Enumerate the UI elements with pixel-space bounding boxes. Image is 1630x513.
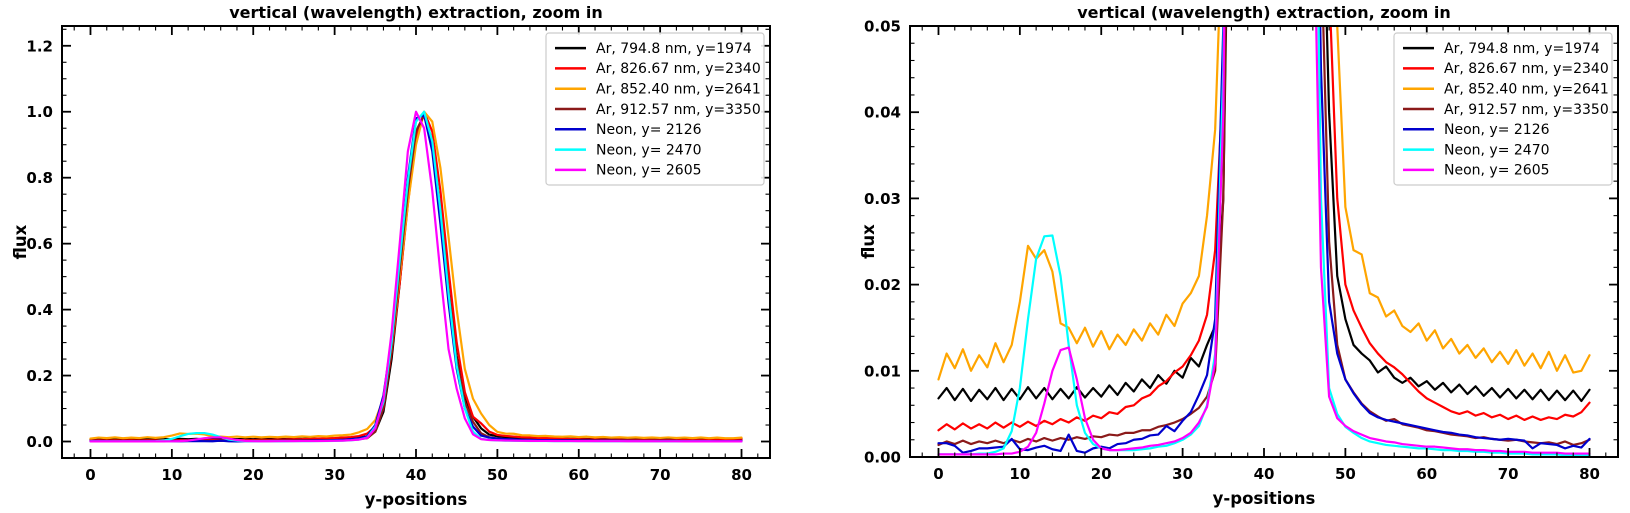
left-plot: 0 10 20 30 40 50 60 70 80 0.0 0.2 0.4 0.6 0.8 1.0 1.2 ve… [11, 3, 771, 509]
x-tick-label: 0 [85, 466, 95, 484]
legend-entry-label: Ar, 826.67 nm, y=2340 [1444, 61, 1609, 77]
y-tick-label: 0.00 [864, 449, 901, 467]
x-tick-label: 0 [933, 465, 943, 483]
x-tick-label: 30 [1172, 465, 1193, 483]
y-tick-label: 1.2 [26, 37, 53, 55]
y-tick-label: 0.01 [864, 362, 901, 380]
legend-entry-label: Ar, 794.8 nm, y=1974 [1444, 41, 1600, 57]
legend-entry-label: Neon, y= 2126 [596, 122, 702, 138]
right-plot: 0 10 20 30 40 50 60 70 80 0.00 0.01 0.02 0.03 0.04 0.0… [859, 3, 1619, 508]
ticks-layer [62, 26, 770, 459]
x-tick-label: 10 [161, 466, 182, 484]
x-tick-label: 70 [650, 466, 671, 484]
legend-entry-label: Ar, 826.67 nm, y=2340 [596, 61, 761, 77]
legend-entry-label: Neon, y= 2605 [596, 163, 702, 179]
y-tick-label: 0.02 [864, 276, 901, 294]
x-tick-label: 80 [731, 466, 752, 484]
series-line-5 [937, 26, 1591, 457]
x-axis-title: y-positions [1213, 489, 1316, 508]
legend-entry-label: Ar, 852.40 nm, y=2641 [596, 82, 761, 98]
x-tick-label: 30 [324, 466, 345, 484]
legend-box [1393, 32, 1613, 186]
x-tick-label: 50 [487, 466, 508, 484]
y-tick-label: 0.03 [864, 190, 901, 208]
ticks-layer [910, 25, 1618, 458]
legend-entry-label: Neon, y= 2470 [1444, 142, 1550, 158]
y-tick-label: 0.8 [26, 169, 53, 187]
x-tick-label: 60 [568, 466, 589, 484]
chart-title: vertical (wavelength) extraction, zoom i… [1077, 3, 1450, 22]
series-layer [937, 26, 1591, 457]
y-tick-label: 0.2 [26, 367, 53, 385]
x-tick-label: 40 [406, 466, 427, 484]
legend-box [545, 32, 765, 186]
x-tick-label: 70 [1498, 465, 1519, 483]
x-tick-label: 80 [1579, 465, 1600, 483]
x-tick-label: 10 [1009, 465, 1030, 483]
x-tick-label: 40 [1254, 465, 1275, 483]
series-line-6 [89, 110, 743, 443]
y-tick-label: 0.4 [26, 301, 53, 319]
series-line-2 [937, 26, 1591, 381]
y-tick-label: 0.6 [26, 235, 53, 253]
series-layer [89, 110, 743, 443]
chart-title: vertical (wavelength) extraction, zoom i… [229, 3, 602, 22]
legend-entry-label: Ar, 912.57 nm, y=3350 [1444, 102, 1609, 118]
x-tick-label: 60 [1416, 465, 1437, 483]
legend-entry-label: Ar, 852.40 nm, y=2641 [1444, 82, 1609, 98]
legend-entry-label: Ar, 912.57 nm, y=3350 [596, 102, 761, 118]
y-axis-title: flux [859, 224, 878, 259]
y-tick-label: 0.05 [864, 18, 901, 36]
series-line-6 [937, 26, 1591, 456]
x-tick-label: 20 [1091, 465, 1112, 483]
y-tick-label: 0.0 [26, 433, 53, 451]
legend: Ar, 794.8 nm, y=1974 Ar, 826.67 nm, y=234… [545, 32, 765, 186]
series-line-1 [937, 26, 1591, 432]
legend-entry-label: Ar, 794.8 nm, y=1974 [596, 41, 752, 57]
x-axis-title: y-positions [365, 490, 468, 509]
x-tick-label: 20 [243, 466, 264, 484]
y-tick-label: 0.04 [864, 104, 901, 122]
legend-entry-label: Neon, y= 2605 [1444, 163, 1550, 179]
legend-entry-label: Neon, y= 2470 [596, 142, 702, 158]
series-line-4 [937, 26, 1591, 454]
legend: Ar, 794.8 nm, y=1974 Ar, 826.67 nm, y=234… [1393, 32, 1613, 186]
x-tick-label: 50 [1335, 465, 1356, 483]
y-tick-label: 1.0 [26, 103, 53, 121]
legend-entry-label: Neon, y= 2126 [1444, 122, 1550, 138]
y-axis-title: flux [11, 224, 30, 259]
